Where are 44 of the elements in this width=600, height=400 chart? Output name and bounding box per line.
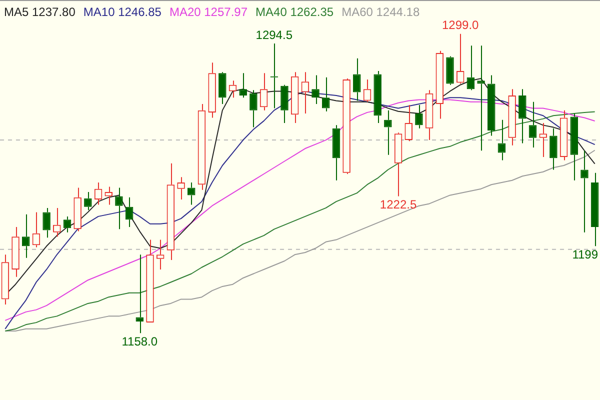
text: MA10 1246.85	[83, 5, 162, 19]
candlestick	[198, 103, 206, 190]
candlestick	[42, 207, 50, 238]
text: MA5 1237.80	[4, 5, 76, 19]
candlestick	[342, 78, 350, 174]
candlestick	[550, 128, 558, 170]
candlestick	[394, 132, 402, 197]
candlestick	[74, 187, 82, 232]
candlestick	[590, 172, 599, 247]
annotation: 1158.0	[122, 334, 158, 348]
candlestick	[425, 90, 434, 141]
candlestick	[570, 113, 578, 181]
annotation: 1299.0	[442, 18, 480, 32]
candlestick	[218, 72, 226, 104]
candlestick	[353, 58, 361, 102]
candlestick	[332, 124, 340, 181]
candlestick	[374, 70, 382, 124]
candlestick	[446, 56, 454, 86]
candlestick	[404, 104, 412, 142]
candlestick	[12, 226, 20, 278]
candlestick	[136, 254, 144, 334]
candlestick	[250, 90, 258, 128]
annotation: 1199	[572, 247, 598, 262]
candlestick	[508, 88, 516, 146]
candlestick	[156, 239, 164, 270]
candlestick	[166, 162, 175, 260]
candlestick	[436, 50, 444, 120]
candlestick	[518, 88, 526, 144]
candlestick	[488, 74, 496, 136]
candlestick	[104, 186, 112, 206]
annotation: 1294.5	[256, 28, 293, 42]
candlestick	[290, 72, 299, 124]
candlestick	[208, 62, 216, 118]
text: MA40 1262.35	[256, 5, 334, 19]
candlestick	[146, 239, 154, 323]
candlestick	[1, 254, 10, 306]
candlestick	[539, 122, 547, 158]
candlestick	[477, 45, 485, 152]
candlestick	[280, 84, 288, 124]
annotation: 1222.5	[380, 198, 417, 212]
candlestick	[560, 110, 568, 161]
text: MA60 1244.18	[342, 5, 420, 19]
text: MA20 1257.97	[169, 5, 248, 19]
candlestick	[260, 72, 268, 111]
